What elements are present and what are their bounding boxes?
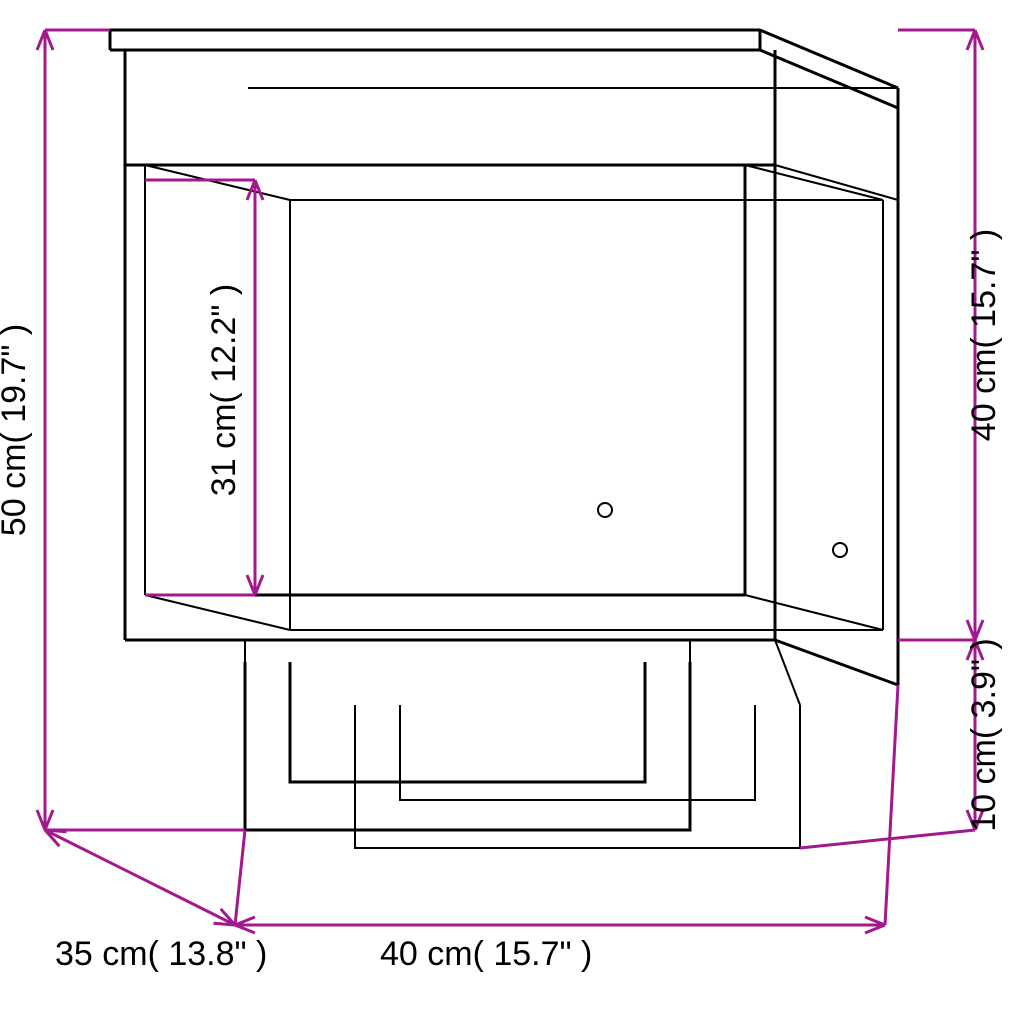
- svg-text:10 cm( 3.9" ): 10 cm( 3.9" ): [965, 638, 1003, 831]
- svg-text:40 cm( 15.7" ): 40 cm( 15.7" ): [380, 935, 592, 973]
- svg-text:31 cm( 12.2" ): 31 cm( 12.2" ): [205, 284, 243, 496]
- svg-text:50 cm( 19.7" ): 50 cm( 19.7" ): [0, 324, 33, 536]
- svg-text:40 cm( 15.7" ): 40 cm( 15.7" ): [965, 229, 1003, 441]
- svg-text:35 cm( 13.8" ): 35 cm( 13.8" ): [55, 935, 267, 973]
- dimension-diagram: 50 cm( 19.7" ) 31 cm( 12.2" ) 40 cm( 15.7"…: [0, 0, 1024, 1024]
